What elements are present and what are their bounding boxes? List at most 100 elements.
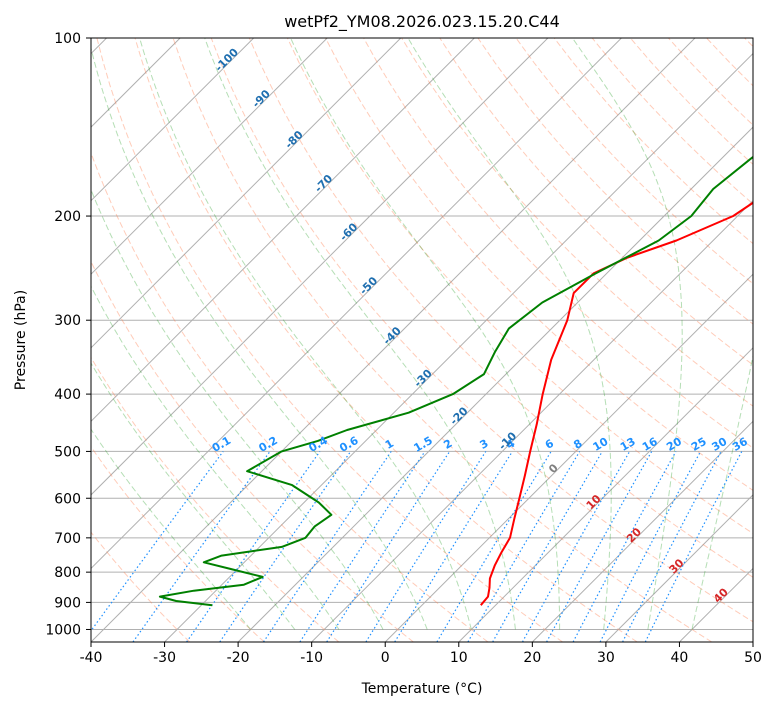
isotherm-line: [91, 38, 328, 275]
mixing-ratio-line: [186, 451, 321, 642]
isotherm-label: -40: [381, 324, 404, 347]
mixing-ratio-line: [219, 451, 352, 642]
mixing-ratio-line: [644, 451, 743, 642]
temperature-profile-line: [480, 201, 753, 606]
x-tick-label: -10: [300, 650, 323, 666]
y-tick-label: 200: [54, 209, 81, 225]
isotherm-label: -100: [212, 45, 241, 74]
moist-adiabat: [407, 38, 612, 630]
x-tick-label: -30: [153, 650, 176, 666]
mixing-ratio-label: 2: [441, 437, 454, 452]
moist-adiabat: [91, 46, 428, 630]
mixing-ratio-line: [436, 451, 552, 642]
dry-adiabat: [91, 151, 489, 642]
dry-adiabat: [706, 38, 753, 87]
mixing-ratio-line: [521, 451, 631, 642]
isotherm-line: [91, 38, 696, 642]
isotherm-label: -10: [496, 429, 519, 452]
x-axis-label: Temperature (°C): [361, 681, 483, 697]
x-tick-label: 50: [744, 650, 762, 666]
moist-adiabat: [91, 362, 296, 630]
x-tick-label: 40: [671, 650, 689, 666]
y-tick-label: 300: [54, 313, 81, 329]
isotherm-line: [91, 38, 255, 202]
dry-adiabat: [591, 38, 753, 205]
dry-adiabat: [477, 38, 753, 325]
y-tick-label: 100: [54, 31, 81, 47]
isotherm-line: [91, 38, 475, 423]
mixing-ratio-line: [326, 451, 451, 642]
isotherm-line: [384, 273, 753, 642]
isotherm-line: [458, 347, 753, 642]
dry-adiabat: [744, 38, 753, 48]
mixing-ratio-line: [546, 451, 653, 642]
x-tick-label: -20: [227, 650, 250, 666]
mixing-ratio-line: [262, 451, 392, 642]
background-reference-lines: [91, 38, 753, 642]
isotherm-label: -60: [337, 220, 360, 243]
isotherm-line: [164, 52, 753, 642]
moist-adiabat: [139, 38, 472, 630]
dry-adiabat: [248, 38, 753, 578]
moist-adiabat: [91, 188, 384, 630]
y-tick-label: 600: [54, 491, 81, 507]
dry-adiabat: [134, 38, 638, 642]
dry-adiabat: [172, 38, 713, 642]
x-axis-ticks: -40 -30 -20 -10 0 10 20 30 40 50: [80, 642, 762, 666]
y-tick-label: 800: [54, 565, 81, 581]
mixing-ratio-line: [394, 451, 513, 642]
dewpoint-profile-line: [158, 155, 753, 607]
mixing-ratio-line: [132, 451, 271, 642]
y-axis-label: Pressure (hPa): [13, 290, 29, 390]
dry-adiabat: [91, 356, 340, 642]
mixing-ratio-line: [599, 451, 702, 642]
x-tick-label: 20: [523, 650, 541, 666]
isotherm-line: [91, 38, 549, 496]
x-tick-label: 0: [381, 650, 390, 666]
mixing-ratio-line: [572, 451, 677, 642]
dry-adiabat: [401, 38, 753, 407]
dry-adiabat: [91, 445, 265, 642]
moist-adiabat: [204, 38, 516, 630]
dry-adiabat: [553, 38, 753, 245]
sounding-profiles: [158, 155, 753, 607]
mixing-ratio-line: [91, 451, 224, 632]
x-tick-label: -40: [80, 650, 103, 666]
y-tick-label: 500: [54, 444, 81, 460]
dry-adiabat: [668, 38, 753, 126]
isotherm-label: 20: [624, 525, 644, 545]
moist-adiabat: [571, 38, 683, 630]
dry-adiabat: [91, 260, 414, 642]
mixing-ratio-lines: [91, 451, 743, 642]
moist-adiabat: [91, 428, 251, 630]
isotherm-line: [605, 494, 753, 642]
isotherm-label: 10: [584, 492, 604, 512]
y-tick-label: 900: [54, 595, 81, 611]
dry-adiabat: [96, 38, 563, 642]
mixing-ratio-label: 6: [543, 437, 556, 452]
isotherm-line: [752, 641, 753, 642]
dry-adiabat: [515, 38, 753, 285]
mixing-ratio-label: 3: [477, 437, 490, 452]
isotherm-label: 30: [667, 556, 687, 576]
dry-adiabat: [286, 38, 753, 535]
isotherm-label: -80: [283, 128, 306, 151]
isotherm-label: -70: [312, 172, 335, 195]
isotherm-line: [91, 38, 402, 349]
moist-adiabat: [290, 38, 561, 630]
y-tick-label: 700: [54, 531, 81, 547]
isotherm-line: [91, 38, 622, 570]
dry-adiabat: [210, 38, 753, 623]
y-axis-ticks: 100 200 300 400 500 600 700 800 900 1000: [45, 31, 91, 638]
chart-title: wetPf2_YM08.2026.023.15.20.C44: [284, 12, 560, 32]
y-tick-label: 1000: [45, 622, 81, 638]
y-tick-label: 400: [54, 387, 81, 403]
dry-adiabat: [439, 38, 753, 366]
isotherm-line: [679, 567, 753, 642]
isotherm-label: -90: [250, 87, 273, 110]
plot-frame: [90, 37, 754, 643]
isotherm-line: [311, 199, 753, 642]
isotherm-line: [531, 420, 753, 642]
dry-adiabat: [325, 38, 753, 491]
